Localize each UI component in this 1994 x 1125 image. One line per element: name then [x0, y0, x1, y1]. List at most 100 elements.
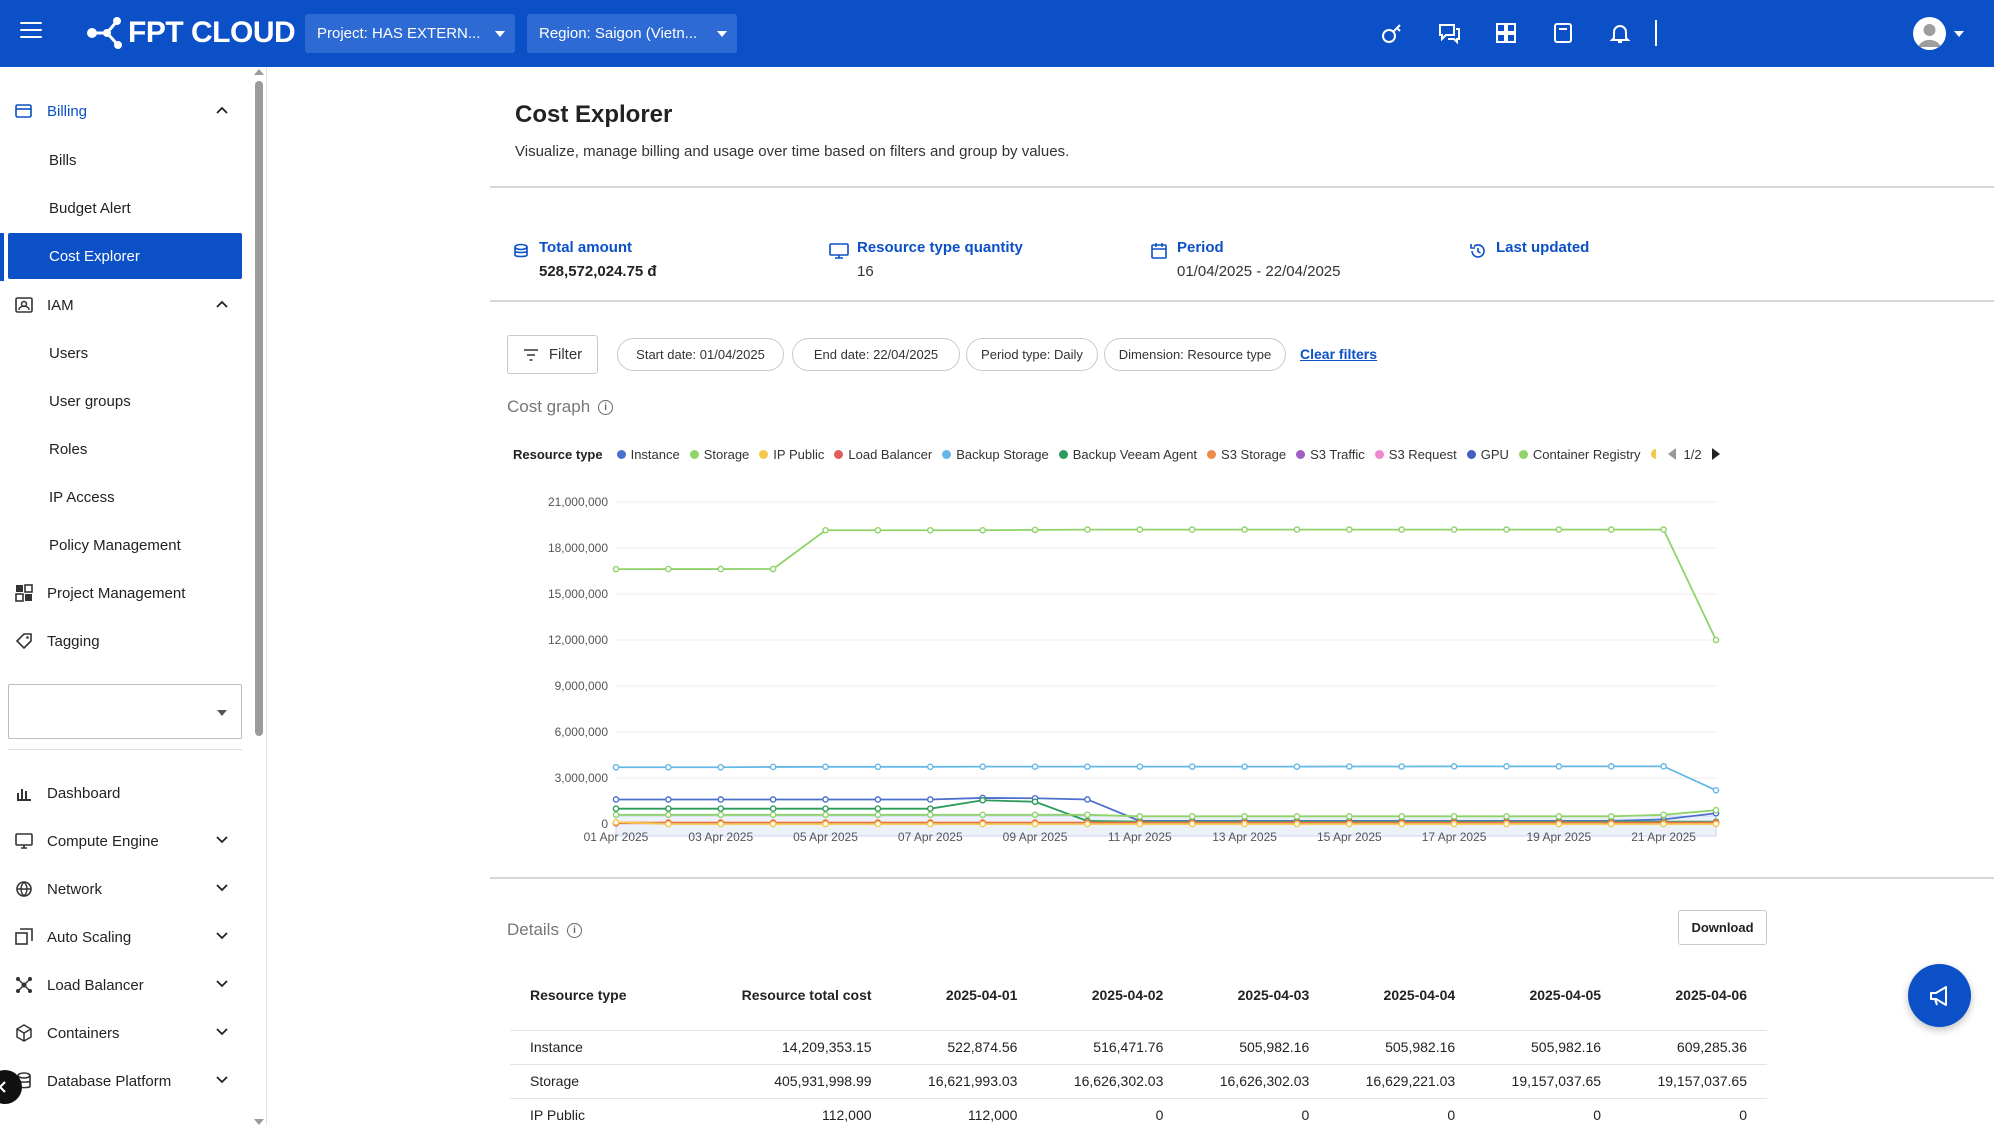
legend-item[interactable]: Storage — [689, 447, 749, 462]
legend-page: 1/2 — [1683, 446, 1702, 462]
column-header[interactable]: 2025-04-02 — [1091, 986, 1164, 1003]
sidebar-item-billing[interactable]: Billing — [0, 88, 250, 134]
chevron-down-icon — [216, 836, 228, 844]
data-point — [1293, 820, 1301, 828]
data-point — [822, 811, 829, 819]
legend-next-icon[interactable] — [1711, 448, 1720, 460]
info-icon[interactable]: i — [566, 922, 582, 938]
legend-label: Instance — [630, 446, 680, 462]
legend-item[interactable]: Backup Veeam Agent — [1058, 447, 1197, 462]
sidebar-item-auto-scaling[interactable]: Auto Scaling — [0, 914, 250, 960]
column-header[interactable]: Resource type — [530, 986, 627, 1003]
column-header[interactable]: 2025-04-06 — [1675, 986, 1747, 1003]
key-icon[interactable] — [1378, 19, 1406, 47]
sidebar-item-tagging[interactable]: Tagging — [0, 618, 250, 664]
column-header[interactable]: Resource total cost — [741, 986, 872, 1003]
document-icon[interactable] — [1549, 19, 1577, 47]
chip-period-type[interactable]: Period type: Daily — [966, 338, 1098, 371]
download-button[interactable]: Download — [1678, 910, 1767, 945]
filter-button[interactable]: Filter — [507, 335, 598, 374]
data-point — [1188, 763, 1196, 770]
last-updated-label: Last updated — [1496, 239, 1590, 256]
legend-label: S3 Storage — [1221, 446, 1287, 462]
column-header[interactable]: 2025-04-05 — [1529, 986, 1602, 1003]
scroll-down-icon[interactable] — [254, 1119, 264, 1125]
sidebar-item-iam[interactable]: IAM — [0, 282, 250, 328]
sidebar-item-roles[interactable]: Roles — [49, 440, 88, 458]
legend-item[interactable]: S3 Traffic — [1296, 447, 1365, 462]
sidebar-item-budget-alert[interactable]: Budget Alert — [49, 199, 131, 217]
legend-prev-icon[interactable] — [1667, 448, 1676, 460]
sidebar-item-database-platform[interactable]: Database Platform — [0, 1058, 250, 1104]
top-bar: FPT CLOUD Project: HAS EXTERN... Region:… — [0, 0, 1994, 67]
sidebar-item-load-balancer[interactable]: Load Balancer — [0, 962, 250, 1008]
apps-icon[interactable] — [1492, 19, 1520, 47]
legend-item[interactable]: Instance — [616, 446, 680, 462]
chevron-down-icon[interactable] — [1954, 31, 1964, 37]
support-chat-icon[interactable] — [1435, 19, 1463, 47]
column-header[interactable]: 2025-04-01 — [945, 986, 1018, 1003]
sidebar-item-project-management[interactable]: Project Management — [0, 570, 250, 616]
sidebar-item-network[interactable]: Network — [0, 866, 250, 912]
data-point — [822, 526, 829, 534]
sidebar-item-compute-engine[interactable]: Compute Engine — [0, 818, 250, 864]
iam-icon — [15, 297, 33, 313]
chip-dimension[interactable]: Dimension: Resource type — [1104, 338, 1286, 371]
legend-item[interactable]: Container Registry — [1518, 447, 1641, 462]
active-indicator — [0, 233, 4, 281]
legend-item[interactable]: IP Public — [759, 447, 824, 462]
column-header[interactable]: 2025-04-03 — [1237, 986, 1310, 1003]
bell-icon[interactable] — [1606, 19, 1634, 47]
sidebar-item-label: Compute Engine — [47, 832, 159, 850]
sidebar-item-label: Dashboard — [47, 784, 121, 802]
cost-line-chart[interactable]: 0 3,000,000 6,000,000 9,000,000 12,000,000 15… — [268, 67, 1994, 867]
avatar[interactable] — [1913, 17, 1946, 50]
announcement-button[interactable] — [1908, 964, 1971, 1027]
sidebar-item-ip-access[interactable]: IP Access — [49, 488, 115, 506]
sidebar-item-cost-explorer[interactable]: Cost Explorer — [8, 233, 242, 279]
monitor-icon — [15, 833, 33, 849]
table-row: Storage 405,931,998.99 16,621,993.03 16,… — [510, 1063, 1767, 1098]
y-tick-label: 0 — [601, 817, 608, 831]
project-select[interactable]: Project: HAS EXTERN... — [305, 14, 515, 53]
series-line — [616, 765, 1717, 792]
legend-item[interactable]: S3 Request — [1374, 447, 1457, 462]
sidebar-item-users[interactable]: Users — [49, 344, 89, 362]
region-select[interactable]: Region: Saigon (Vietn... — [527, 14, 737, 53]
sidebar-item-policy-management[interactable]: Policy Management — [49, 536, 181, 554]
data-point — [926, 805, 934, 812]
data-point — [1241, 820, 1248, 828]
menu-icon[interactable] — [20, 22, 42, 40]
sidebar-item-containers[interactable]: Containers — [0, 1010, 250, 1056]
table-cell: 112,000 — [691, 1097, 892, 1125]
sidebar-item-user-groups[interactable]: User groups — [49, 392, 131, 410]
data-point — [717, 811, 725, 819]
legend-dot — [616, 449, 626, 459]
chip-end-date[interactable]: End date: 22/04/2025 — [792, 338, 960, 371]
data-point — [1503, 820, 1510, 828]
info-icon[interactable]: i — [598, 399, 614, 415]
data-point — [612, 818, 620, 826]
legend-item[interactable]: Load Balancer — [834, 447, 932, 462]
scroll-up-icon[interactable] — [254, 69, 264, 75]
fpt-cloud-logo[interactable]: FPT CLOUD — [86, 14, 296, 52]
legend-item[interactable]: GPU — [1466, 447, 1509, 462]
chip-start-date[interactable]: Start date: 01/04/2025 — [617, 338, 784, 371]
sidebar-dropdown[interactable] — [8, 684, 242, 739]
clear-filters-link[interactable]: Clear filters — [1300, 346, 1378, 362]
data-point — [1188, 526, 1196, 533]
sidebar-scrollbar[interactable] — [255, 81, 263, 736]
legend-item[interactable]: S3 Storage — [1207, 447, 1286, 462]
data-point — [822, 820, 829, 828]
x-tick-label: 13 Apr 2025 — [1212, 830, 1277, 844]
data-point — [1607, 813, 1615, 820]
x-tick-label: 17 Apr 2025 — [1422, 830, 1487, 844]
column-header[interactable]: 2025-04-04 — [1383, 986, 1456, 1003]
legend-item[interactable]: Backup Storage — [942, 447, 1049, 462]
data-point — [1188, 813, 1196, 820]
data-point — [769, 565, 777, 573]
collapse-sidebar-button[interactable] — [0, 1070, 22, 1104]
sidebar-item-dashboard[interactable]: Dashboard — [0, 770, 250, 816]
details-table: Resource type Resource total cost 2025-0… — [510, 960, 1767, 1125]
sidebar-item-bills[interactable]: Bills — [49, 151, 77, 169]
